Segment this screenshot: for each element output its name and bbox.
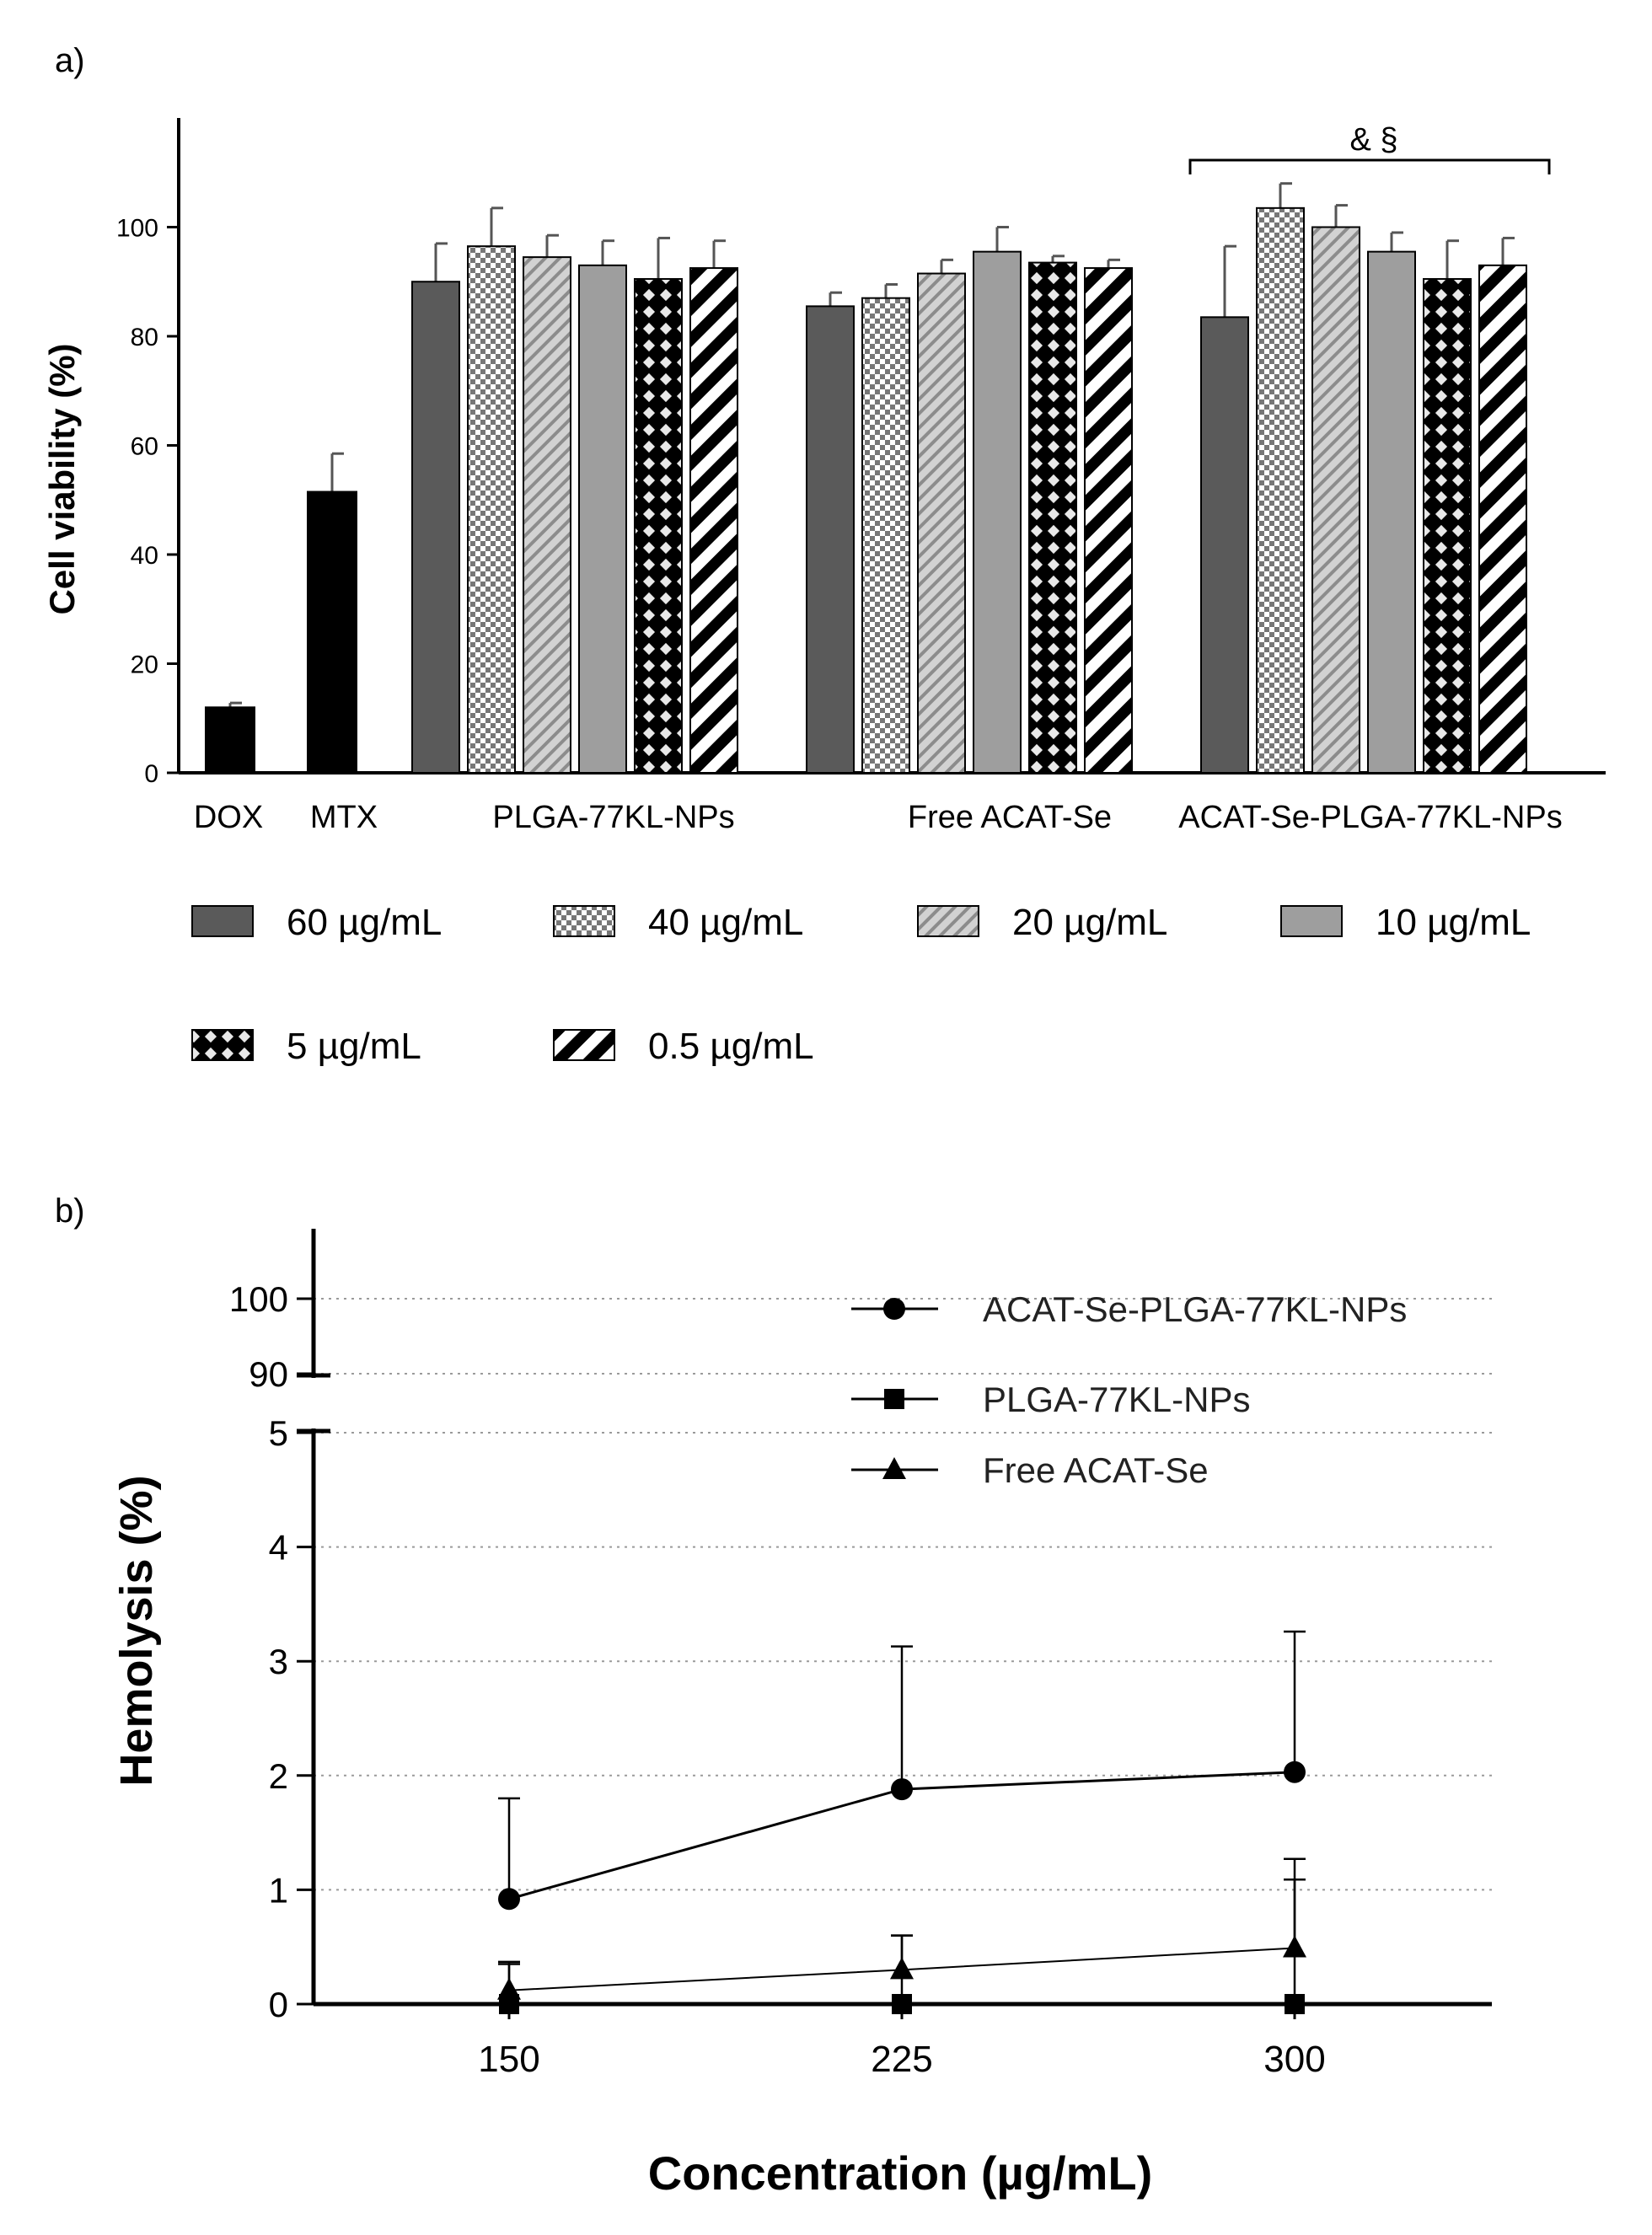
bar-dox xyxy=(205,706,255,774)
legend-label: 60 µg/mL xyxy=(287,902,442,943)
y-tick-label: 20 xyxy=(131,651,158,679)
legend-marker-circle xyxy=(883,1298,905,1320)
legend-swatch xyxy=(191,1029,254,1061)
bar-group1-6 xyxy=(689,267,738,774)
y-tick-label: 2 xyxy=(269,1756,288,1796)
x-group-label: PLGA-77KL-NPs xyxy=(492,800,734,835)
x-group-label: Free ACAT-Se xyxy=(908,800,1112,835)
bar-group1-1 xyxy=(411,281,460,774)
bar-group3-1 xyxy=(1200,316,1249,774)
x-category-label: DOX xyxy=(194,800,263,835)
y-tick-label: 3 xyxy=(269,1642,288,1681)
data-point-circle xyxy=(891,1778,913,1801)
legend-label: Free ACAT-Se xyxy=(983,1450,1209,1490)
legend-marker-triangle xyxy=(882,1457,906,1479)
bar-group2-6 xyxy=(1084,267,1133,774)
data-point-triangle xyxy=(1283,1935,1306,1958)
data-point-triangle xyxy=(890,1957,914,1980)
bar-group1-5 xyxy=(634,278,683,774)
cell-viability-chart: 0 20 40 60 80 100 Cell viability (%) DOX MTX PLGA… xyxy=(42,118,1606,1067)
x-category-label: MTX xyxy=(310,800,378,835)
x-group-label: ACAT-Se-PLGA-77KL-NPs xyxy=(1178,800,1562,835)
legend-label: ACAT-Se-PLGA-77KL-NPs xyxy=(983,1289,1407,1329)
y-tick-label: 40 xyxy=(131,542,158,570)
bar-group2-3 xyxy=(917,272,966,774)
y-tick-label: 60 xyxy=(131,433,158,461)
significance-bracket xyxy=(1188,158,1551,174)
panel-b-label: b) xyxy=(55,1193,85,1230)
bar-group1-3 xyxy=(523,256,571,774)
x-axis-label: Concentration (µg/mL) xyxy=(648,2147,1152,2200)
data-point-triangle xyxy=(497,1977,521,2000)
bar-group1-2 xyxy=(467,245,516,774)
legend-label: 20 µg/mL xyxy=(1012,902,1167,943)
y-tick-label: 100 xyxy=(229,1279,288,1319)
bar-group3-4 xyxy=(1367,250,1416,774)
y-axis-label: Cell viability (%) xyxy=(42,343,82,614)
bar-group3-5 xyxy=(1423,278,1472,774)
data-point-circle xyxy=(1284,1761,1306,1783)
y-tick-label: 100 xyxy=(116,215,158,243)
legend-swatch xyxy=(191,905,254,937)
bar-group3-2 xyxy=(1256,206,1305,774)
x-tick-label: 150 xyxy=(478,2039,539,2080)
legend-label: 5 µg/mL xyxy=(287,1026,421,1067)
y-tick-label: 4 xyxy=(269,1528,288,1568)
bar-group2-4 xyxy=(973,250,1022,774)
y-tick-label: 80 xyxy=(131,324,158,351)
legend-label: 10 µg/mL xyxy=(1376,902,1531,943)
legend-swatch xyxy=(1280,905,1343,937)
data-point-square xyxy=(1285,1994,1305,2014)
bar-group2-2 xyxy=(861,297,910,774)
panel-a-label: a) xyxy=(55,42,85,79)
y-tick-label: 5 xyxy=(269,1413,288,1453)
bar-group2-1 xyxy=(806,305,855,774)
bar-group2-5 xyxy=(1028,261,1077,774)
legend-swatch xyxy=(917,905,979,937)
y-axis-label: Hemolysis (%) xyxy=(111,1475,162,1786)
legend-swatch xyxy=(553,905,615,937)
data-point-circle xyxy=(498,1888,520,1911)
x-tick-label: 225 xyxy=(871,2039,932,2080)
data-point-square xyxy=(892,1994,912,2014)
y-tick-label: 0 xyxy=(144,760,158,788)
y-tick-label: 0 xyxy=(269,1985,288,2024)
significance-annotation: & § xyxy=(1349,122,1397,158)
y-tick-label: 1 xyxy=(269,1870,288,1910)
legend-label: 40 µg/mL xyxy=(648,902,803,943)
bar-mtx xyxy=(307,490,357,774)
bar-group3-6 xyxy=(1478,264,1527,774)
bar-group3-3 xyxy=(1311,226,1360,774)
x-tick-label: 300 xyxy=(1263,2039,1325,2080)
y-tick-label: 90 xyxy=(249,1354,288,1394)
hemolysis-chart: 0 1 2 3 4 5 90 100 150 225 300 Hemolysis (%) Concent… xyxy=(111,1229,1492,2200)
legend-label: PLGA-77KL-NPs xyxy=(983,1380,1250,1419)
legend-swatch xyxy=(553,1029,615,1061)
legend-label: 0.5 µg/mL xyxy=(648,1026,814,1067)
bar-group1-4 xyxy=(578,264,627,774)
legend-marker-square xyxy=(884,1389,904,1409)
